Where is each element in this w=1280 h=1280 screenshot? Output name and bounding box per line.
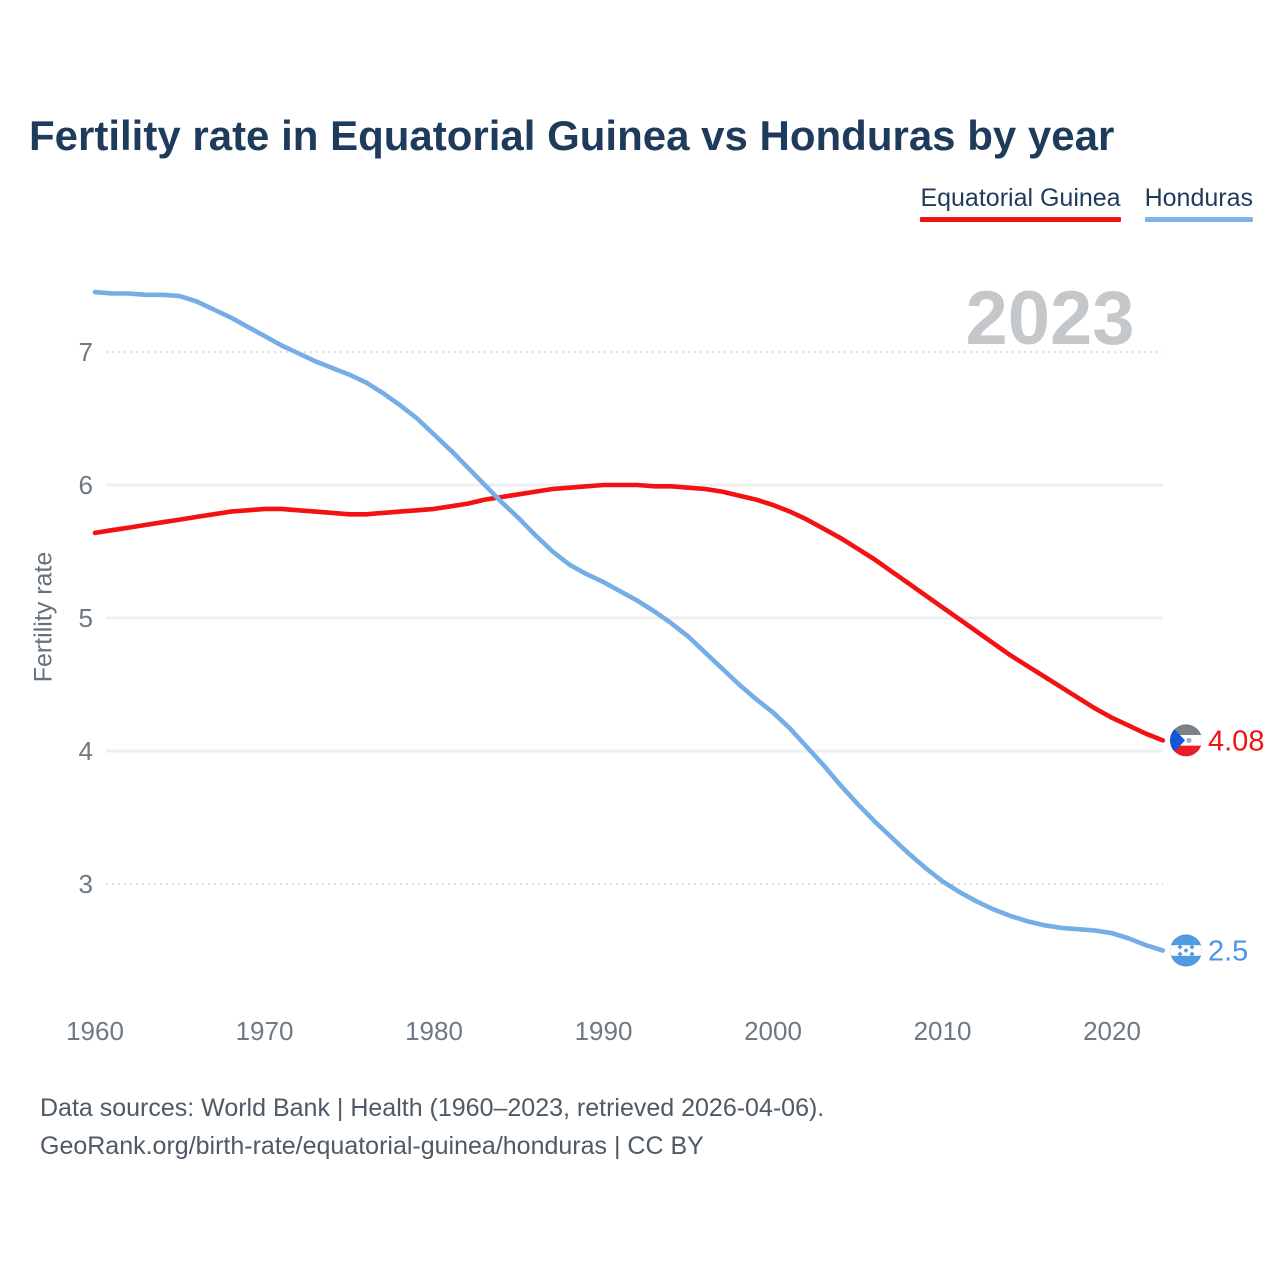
end-value-label-honduras: 2.5 [1208, 936, 1248, 968]
legend-underline-equatorial-guinea [920, 217, 1121, 222]
legend-underline-honduras [1144, 217, 1253, 222]
legend-item-honduras[interactable]: Honduras [1144, 184, 1253, 222]
x-tick-label: 1960 [66, 1016, 124, 1046]
x-tick-label: 2010 [914, 1016, 972, 1046]
y-tick-label: 6 [79, 470, 93, 500]
y-tick-label: 3 [79, 869, 93, 899]
page-title: Fertility rate in Equatorial Guinea vs H… [29, 112, 1115, 159]
footer-data-sources: Data sources: World Bank | Health (1960–… [40, 1094, 825, 1122]
footer-attribution: GeoRank.org/birth-rate/equatorial-guinea… [40, 1132, 704, 1160]
series-line-equatorial-guinea[interactable] [92, 482, 1166, 743]
equatorial-guinea-flag-icon [1170, 724, 1202, 757]
legend-label: Honduras [1144, 184, 1253, 212]
legend-item-equatorial-guinea[interactable]: Equatorial Guinea [920, 184, 1121, 222]
y-tick-label: 5 [79, 603, 93, 633]
x-tick-label: 1980 [405, 1016, 463, 1046]
honduras-flag-icon [1170, 934, 1202, 967]
x-tick-label: 1990 [575, 1016, 633, 1046]
watermark-year: 2023 [965, 276, 1134, 361]
y-tick-label: 4 [79, 736, 93, 766]
x-tick-label: 2020 [1083, 1016, 1141, 1046]
x-tick-label: 1970 [236, 1016, 294, 1046]
y-tick-label: 7 [79, 337, 93, 367]
end-value-label-equatorial-guinea: 4.08 [1208, 725, 1264, 757]
x-tick-label: 2000 [744, 1016, 802, 1046]
legend: Equatorial Guinea Honduras [920, 184, 1253, 222]
series-line-honduras[interactable] [92, 289, 1166, 953]
footer: Data sources: World Bank | Health (1960–… [40, 1089, 824, 1165]
legend-label: Equatorial Guinea [920, 184, 1121, 212]
